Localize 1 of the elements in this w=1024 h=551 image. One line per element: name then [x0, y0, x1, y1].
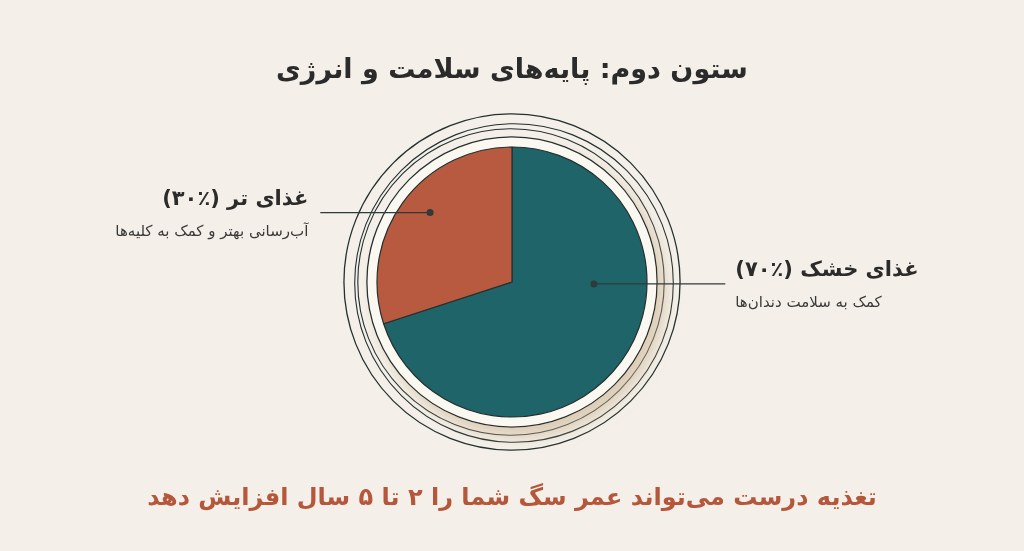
title: ستون دوم: پایه‌های سلامت و انرژی — [276, 53, 748, 84]
